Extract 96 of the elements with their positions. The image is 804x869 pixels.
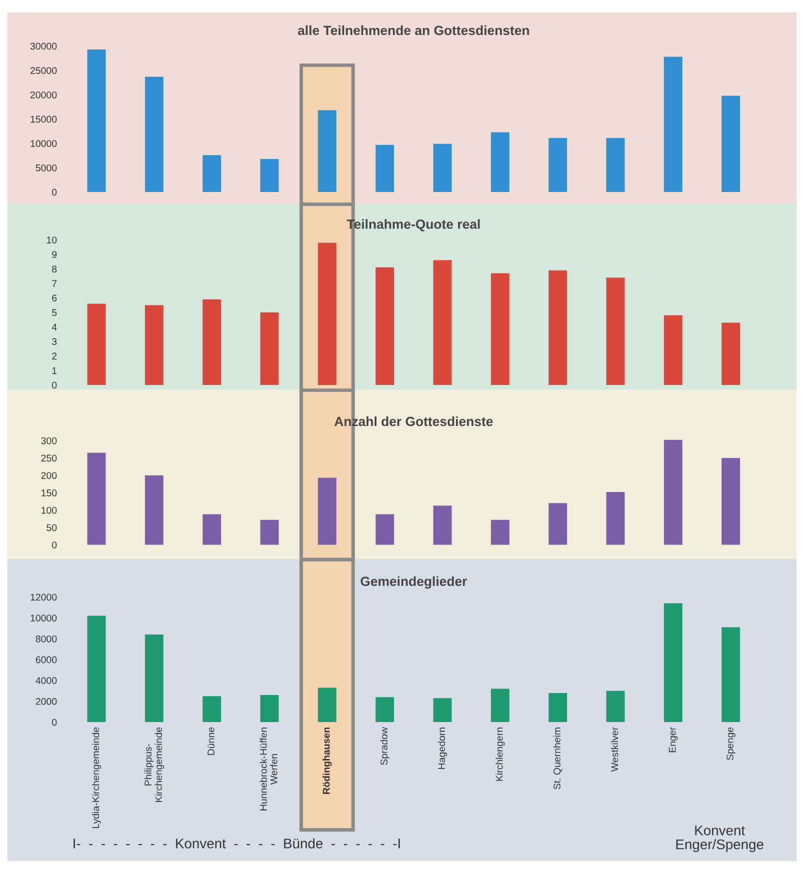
y-tick-label: 0 [52,718,57,726]
bar [433,144,452,192]
x-tick-label: Rödinghausen [322,728,332,794]
bar [87,452,106,545]
text: I- - - - - - - - Konvent - - - - Bünde - - - - - -I [74,838,400,848]
y-tick-label: 0 [52,188,57,196]
x-tick-label: Spenge [726,727,736,760]
bar [606,138,625,192]
bar [87,616,106,722]
y-tick-label: 4000 [36,677,57,684]
bar [664,56,682,192]
bar [202,514,222,545]
bar [548,692,568,722]
x-tick-label: St. Quernheim [553,728,562,790]
x-tick-label: Hagedorn [438,728,448,769]
y-tick-label: 6000 [36,656,57,664]
x-tick-label: Philippus- Kirchengemeinde [144,727,164,802]
bar [376,697,394,722]
y-tick-label: 0 [52,382,57,389]
bar [433,260,452,385]
y-tick-label: 5000 [36,164,57,172]
y-tick-label: 2000 [36,698,57,705]
bar [548,503,568,545]
bar [433,506,452,545]
bar [722,458,740,545]
bar [144,76,164,192]
bar [87,304,106,385]
bar [722,96,740,192]
bar [490,688,510,722]
bar [144,634,164,722]
text: Konvent Enger/Spenge [676,826,764,852]
bar [490,273,510,385]
bar [144,475,164,545]
bar [490,132,510,192]
y-tick-label: 300 [41,437,57,444]
x-tick-label: Spradow [380,726,390,765]
y-tick-label: 15000 [30,116,57,123]
x-tick-label: Enger [668,727,678,752]
bar [606,492,625,545]
y-tick-label: 0 [52,542,57,548]
y-tick-label: 7 [52,280,57,287]
bar [548,138,568,192]
bar [548,270,568,385]
y-tick-label: 10000 [30,140,57,148]
y-tick-label: 2 [52,352,57,360]
bar [664,440,682,545]
x-tick-label: Westkilver [610,727,618,772]
bar [87,49,106,192]
y-tick-label: 150 [42,489,57,496]
y-tick-label: 5 [52,309,57,316]
y-tick-label: 9 [52,251,57,258]
chart-title: Gemeindeglieder [360,576,467,589]
y-tick-label: 250 [41,454,57,462]
bar [318,688,336,722]
bar [318,242,336,385]
bar [490,520,510,545]
bar [722,627,740,722]
y-tick-label: 6 [52,294,57,302]
y-tick-label: 8 [52,266,57,272]
bar [260,520,279,545]
y-tick-label: 10 [46,236,57,244]
y-tick-label: 12000 [30,594,57,601]
bar [722,322,740,385]
chart-title: alle Teilnehmende an Gottesdiensten [298,25,529,36]
y-tick-label: 50 [46,524,57,532]
y-tick-label: 30000 [30,42,57,50]
y-tick-label: 20000 [30,91,57,98]
bar [202,155,222,192]
y-tick-label: 100 [42,506,57,514]
x-tick-label: Kirchlengern [496,728,505,781]
bar [318,478,336,545]
bar [260,695,279,722]
bar [318,110,336,192]
y-tick-label: 200 [41,472,57,479]
bar [664,315,682,385]
y-tick-label: 25000 [30,67,57,74]
bar [606,690,625,722]
bar [376,514,394,545]
y-tick-label: 8000 [36,635,57,642]
bar [260,312,279,385]
x-tick-label: Lydia-Kirchengemeinde [92,727,102,828]
bar [260,158,279,192]
bar [202,696,222,722]
x-tick-label: Dünne [208,727,214,755]
y-tick-label: 10000 [30,614,57,622]
bar [376,144,394,192]
x-tick-label: Hunnebrock-Hüffen Werfen [260,728,278,810]
bar [606,278,625,385]
y-tick-label: 1 [52,367,57,374]
bar [144,305,164,385]
bar [376,267,394,385]
bar [433,698,452,722]
bar [202,299,222,385]
y-tick-label: 3 [52,338,57,346]
y-tick-label: 4 [52,324,57,330]
bar [664,603,682,722]
